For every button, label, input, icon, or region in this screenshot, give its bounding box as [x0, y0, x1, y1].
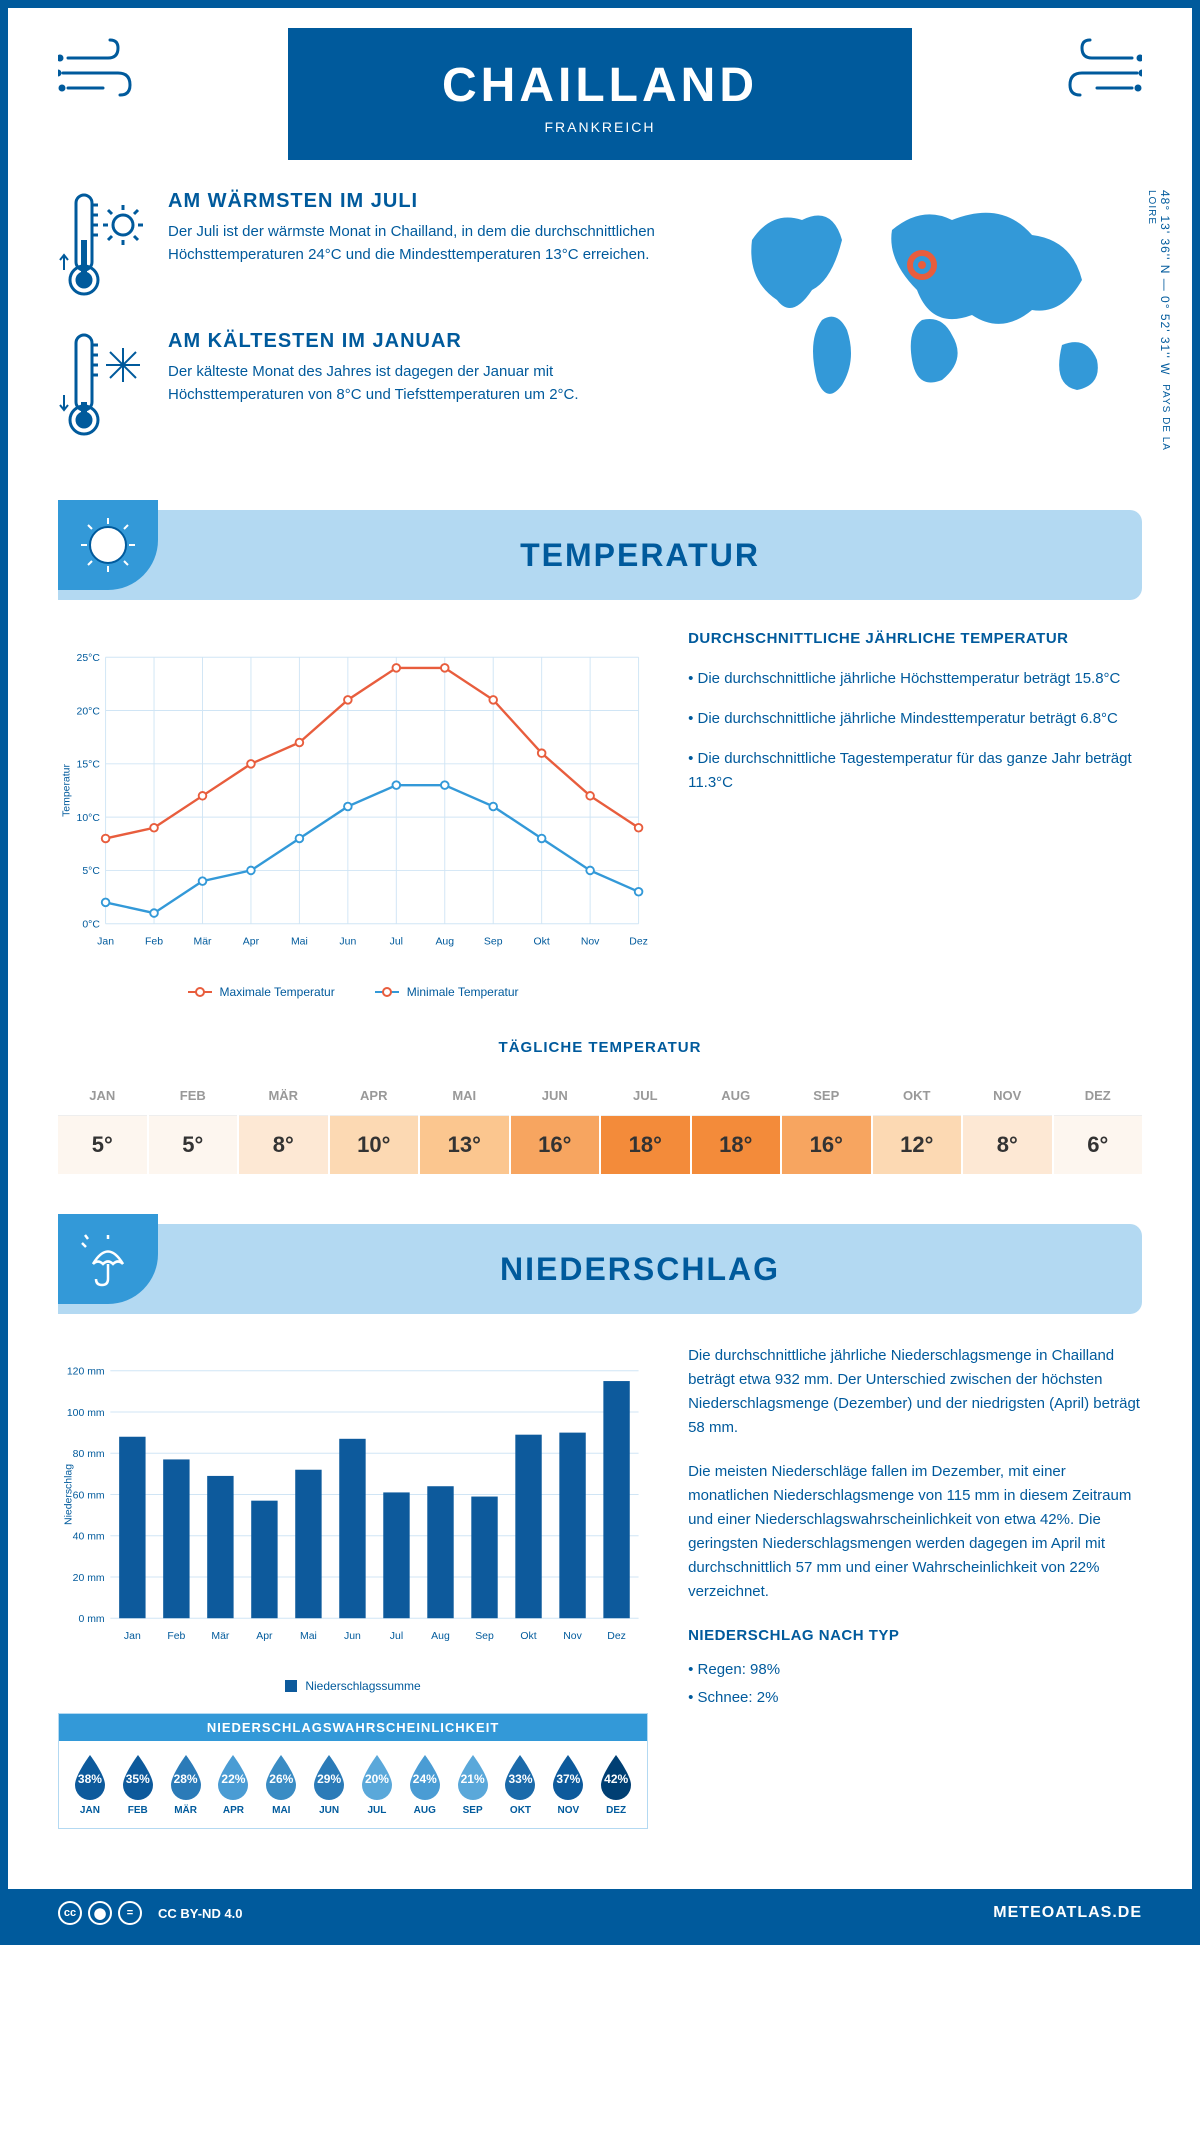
svg-text:Sep: Sep	[484, 937, 503, 948]
svg-text:Nov: Nov	[581, 937, 600, 948]
svg-text:Mär: Mär	[211, 1631, 230, 1642]
svg-text:100 mm: 100 mm	[67, 1408, 105, 1419]
cc-icons: cc⬤=	[58, 1901, 142, 1925]
svg-text:Niederschlag: Niederschlag	[63, 1464, 74, 1525]
svg-text:Jun: Jun	[339, 937, 356, 948]
svg-text:Jul: Jul	[390, 1631, 403, 1642]
svg-text:60 mm: 60 mm	[73, 1490, 105, 1501]
warm-text: Der Juli ist der wärmste Monat in Chaill…	[168, 221, 682, 266]
svg-text:Jun: Jun	[344, 1631, 361, 1642]
cold-title: AM KÄLTESTEN IM JANUAR	[168, 330, 682, 353]
umbrella-icon	[78, 1229, 138, 1289]
svg-text:5°C: 5°C	[82, 866, 100, 877]
svg-text:80 mm: 80 mm	[73, 1449, 105, 1460]
svg-text:120 mm: 120 mm	[67, 1367, 105, 1378]
location-title: CHAILLAND	[308, 58, 892, 113]
thermometer-cold-icon	[58, 330, 148, 440]
precipitation-legend: Niederschlagssumme	[58, 1679, 648, 1693]
brand-label: METEOATLAS.DE	[993, 1904, 1142, 1922]
temperature-facts: DURCHSCHNITTLICHE JÄHRLICHE TEMPERATUR •…	[688, 630, 1142, 999]
svg-text:Sep: Sep	[475, 1631, 494, 1642]
temperature-legend: .legend-sw:nth-child(1)::after{border-co…	[58, 985, 648, 999]
svg-text:Apr: Apr	[243, 937, 260, 948]
svg-text:10°C: 10°C	[77, 813, 101, 824]
svg-text:Nov: Nov	[563, 1631, 582, 1642]
coordinates: 48° 13' 36'' N — 0° 52' 31'' W PAYS DE L…	[1144, 190, 1172, 470]
daily-temp-grid: JAN5°FEB5°MÄR8°APR10°MAI13°JUN16°JUL18°A…	[58, 1076, 1142, 1174]
svg-text:Dez: Dez	[629, 937, 648, 948]
svg-text:Jan: Jan	[97, 937, 114, 948]
svg-text:Temperatur: Temperatur	[61, 764, 72, 817]
temperature-section-header: TEMPERATUR	[58, 510, 1142, 600]
temperature-chart: 0°C 5°C 10°C 15°C 20°C 25°C Jan Feb Mär Apr Mai Jun…	[58, 630, 648, 970]
daily-temp-title: TÄGLICHE TEMPERATUR	[58, 1039, 1142, 1056]
cold-text: Der kälteste Monat des Jahres ist dagege…	[168, 361, 682, 406]
world-map	[722, 190, 1142, 410]
svg-text:Mai: Mai	[300, 1631, 317, 1642]
svg-text:Feb: Feb	[145, 937, 163, 948]
svg-text:0°C: 0°C	[82, 920, 100, 931]
svg-text:20 mm: 20 mm	[73, 1573, 105, 1584]
svg-text:Aug: Aug	[431, 1631, 450, 1642]
warm-title: AM WÄRMSTEN IM JULI	[168, 190, 682, 213]
svg-text:20°C: 20°C	[77, 706, 101, 717]
license-label: CC BY-ND 4.0	[158, 1906, 243, 1921]
page-header: CHAILLAND FRANKREICH	[288, 28, 912, 160]
svg-text:Jan: Jan	[124, 1631, 141, 1642]
svg-text:Okt: Okt	[520, 1631, 536, 1642]
svg-text:Mai: Mai	[291, 937, 308, 948]
wind-icon	[1052, 38, 1142, 108]
precipitation-text: Die durchschnittliche jährliche Niedersc…	[688, 1344, 1142, 1829]
location-country: FRANKREICH	[308, 119, 892, 135]
svg-text:40 mm: 40 mm	[73, 1532, 105, 1543]
thermometer-hot-icon	[58, 190, 148, 300]
svg-text:0 mm: 0 mm	[78, 1614, 104, 1625]
svg-text:Aug: Aug	[435, 937, 454, 948]
wind-icon	[58, 38, 148, 108]
svg-text:15°C: 15°C	[77, 760, 101, 771]
svg-text:Jul: Jul	[390, 937, 403, 948]
sun-icon	[78, 515, 138, 575]
precipitation-chart: 0 mm 20 mm 40 mm 60 mm 80 mm 100 mm 120 mm Jan F…	[58, 1344, 648, 1664]
svg-text:Mär: Mär	[193, 937, 212, 948]
svg-text:Apr: Apr	[256, 1631, 273, 1642]
svg-text:Feb: Feb	[167, 1631, 185, 1642]
svg-text:Dez: Dez	[607, 1631, 626, 1642]
page-footer: cc⬤= CC BY-ND 4.0 METEOATLAS.DE	[8, 1889, 1192, 1937]
svg-text:Okt: Okt	[534, 937, 550, 948]
precipitation-section-header: NIEDERSCHLAG	[58, 1224, 1142, 1314]
svg-text:25°C: 25°C	[77, 653, 101, 664]
precipitation-probability: NIEDERSCHLAGSWAHRSCHEINLICHKEIT 38%JAN35…	[58, 1713, 648, 1829]
